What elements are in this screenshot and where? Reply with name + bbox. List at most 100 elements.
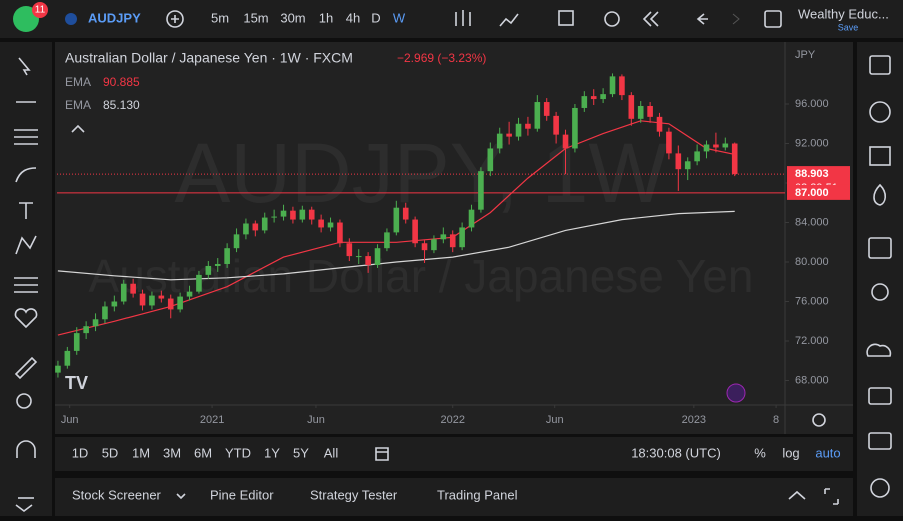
candle-body: [73, 333, 80, 351]
candle-body: [111, 301, 118, 307]
event-icon[interactable]: [726, 383, 746, 403]
x-tick-label: Jun: [546, 414, 564, 426]
pattern-tool[interactable]: [15, 235, 37, 255]
candle-body: [233, 234, 240, 249]
range-button[interactable]: All: [324, 445, 339, 460]
candle-body: [139, 293, 146, 306]
candle-body: [468, 209, 475, 228]
x-tick-label: Jun: [61, 414, 79, 426]
maximize-panel[interactable]: [824, 488, 839, 505]
panel-tab[interactable]: Pine Editor: [210, 487, 274, 502]
price-label: 87.000: [795, 187, 829, 199]
price-label-box: [787, 184, 850, 200]
interval[interactable]: 30m: [280, 10, 305, 25]
favorite-tool[interactable]: [14, 308, 38, 329]
interval[interactable]: 1h: [319, 10, 333, 25]
clock: 18:30:08 (UTC): [631, 445, 721, 460]
interval[interactable]: 4h: [346, 10, 360, 25]
add-symbol[interactable]: [166, 10, 184, 28]
tab-dropdown[interactable]: [176, 493, 186, 500]
x-tick-label: 2022: [440, 414, 464, 426]
symbol[interactable]: AUDJPY: [88, 10, 141, 25]
help-icon[interactable]: [870, 478, 890, 498]
candle-body: [55, 365, 61, 373]
streams-icon[interactable]: [866, 343, 892, 357]
candle-body: [214, 263, 221, 266]
tv-logo: TV: [65, 373, 88, 393]
log-toggle[interactable]: log: [782, 445, 799, 460]
candle-body: [694, 151, 700, 162]
fullscreen-icon[interactable]: [764, 10, 782, 28]
range-button[interactable]: 6M: [194, 445, 212, 460]
auto-toggle[interactable]: auto: [815, 445, 840, 460]
candle-body: [205, 265, 212, 275]
right-toolbar: [857, 42, 903, 516]
collapse-legend[interactable]: [71, 124, 85, 133]
fib-tool[interactable]: [14, 129, 38, 145]
save[interactable]: Save: [838, 22, 859, 32]
candle-body: [412, 219, 418, 244]
x-tick-label: 8: [773, 414, 779, 426]
range-button[interactable]: 1Y: [264, 445, 280, 460]
candle-body: [327, 222, 334, 228]
messages-icon[interactable]: [868, 432, 892, 450]
cursor-tool[interactable]: [18, 57, 31, 76]
range-button[interactable]: 1D: [72, 445, 89, 460]
legend-change: −2.969 (−3.23%): [397, 51, 486, 65]
candle-body: [130, 283, 136, 294]
layout-icon[interactable]: [558, 10, 574, 26]
range-button[interactable]: 1M: [132, 445, 150, 460]
account[interactable]: Wealthy Educ...: [798, 6, 889, 21]
y-tick-label: 76.000: [795, 295, 829, 307]
range-button[interactable]: 3M: [163, 445, 181, 460]
brush-tool[interactable]: [15, 167, 37, 183]
collapse-tool[interactable]: [15, 504, 33, 512]
panel-tab[interactable]: Strategy Tester: [310, 487, 398, 502]
alert-icon[interactable]: [604, 11, 620, 27]
settings-icon[interactable]: [812, 413, 826, 427]
interval[interactable]: 15m: [243, 10, 268, 25]
candle-body: [590, 96, 597, 100]
interval[interactable]: D: [371, 10, 380, 25]
redo-icon[interactable]: [732, 13, 740, 25]
candle-body: [280, 210, 287, 217]
indicators-icon[interactable]: [499, 13, 519, 27]
y-tick-label: 96.000: [795, 98, 829, 110]
undo-icon[interactable]: [696, 13, 708, 25]
candle-body: [581, 96, 588, 108]
candle-body: [656, 116, 663, 132]
range-button[interactable]: 5Y: [293, 445, 309, 460]
measure-tool[interactable]: [14, 356, 38, 380]
hotlist-icon[interactable]: [873, 183, 887, 206]
text-tool[interactable]: [19, 202, 33, 219]
interval[interactable]: 5m: [211, 10, 229, 25]
forecast-tool[interactable]: [14, 277, 38, 293]
panel-tab[interactable]: Stock Screener: [72, 487, 162, 502]
data-window-icon[interactable]: [869, 146, 891, 166]
range-button[interactable]: 5D: [102, 445, 119, 460]
indicator-name: EMA: [65, 98, 91, 112]
alerts-icon[interactable]: [869, 101, 891, 123]
zoom-tool[interactable]: [16, 393, 32, 409]
date-range-icon[interactable]: [375, 447, 389, 461]
candle-body: [102, 306, 108, 320]
percent-toggle[interactable]: %: [754, 445, 766, 460]
interval[interactable]: W: [393, 10, 406, 25]
panel-tab[interactable]: Trading Panel: [437, 487, 518, 502]
y-tick-label: 92.000: [795, 137, 829, 149]
candle-body: [553, 115, 559, 135]
indicator-value: 90.885: [103, 75, 140, 89]
watchlist-icon[interactable]: [869, 55, 891, 75]
candle-body: [374, 248, 381, 265]
expand-panel[interactable]: [788, 490, 806, 500]
range-button[interactable]: YTD: [225, 445, 251, 460]
calendar-icon[interactable]: [868, 237, 892, 259]
replay-icon[interactable]: [642, 11, 659, 27]
candle-body: [703, 144, 710, 152]
chart-type-icon[interactable]: [455, 10, 471, 26]
ideas-icon[interactable]: [871, 283, 889, 301]
magnet-tool[interactable]: [16, 440, 36, 458]
chats-icon[interactable]: [868, 387, 892, 405]
bottom-panel: [55, 478, 853, 516]
watermark: AUDJPY, 1W: [174, 126, 667, 220]
